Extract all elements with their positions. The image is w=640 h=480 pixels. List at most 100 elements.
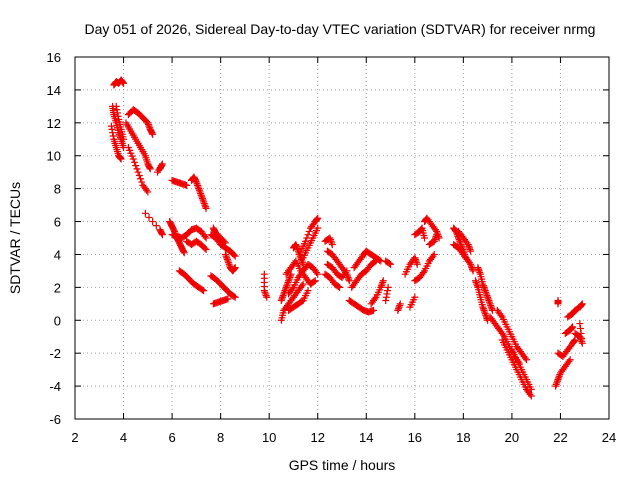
data-point xyxy=(394,305,402,313)
data-point xyxy=(314,270,322,278)
data-point xyxy=(394,306,402,314)
data-point xyxy=(149,130,157,138)
x-tick-label: 10 xyxy=(262,430,276,445)
data-point xyxy=(224,257,232,265)
data-point xyxy=(378,280,386,288)
data-point xyxy=(413,259,421,267)
data-point xyxy=(231,293,239,301)
data-point xyxy=(328,241,336,249)
y-tick-label: 14 xyxy=(47,83,61,98)
data-point xyxy=(476,269,484,277)
data-point xyxy=(294,246,302,254)
data-point xyxy=(134,168,142,176)
data-point xyxy=(114,112,122,120)
data-point xyxy=(148,129,156,137)
data-point xyxy=(345,275,353,283)
data-point xyxy=(376,256,384,264)
data-point xyxy=(382,293,390,301)
data-point xyxy=(488,305,496,313)
x-tick-label: 20 xyxy=(505,430,519,445)
data-point xyxy=(499,331,507,339)
data-point xyxy=(298,282,306,290)
data-point xyxy=(555,374,563,382)
data-point xyxy=(465,244,473,252)
data-point xyxy=(144,120,152,128)
data-point xyxy=(314,224,322,232)
data-point xyxy=(567,325,575,332)
data-point xyxy=(328,239,336,247)
data-points xyxy=(107,76,586,400)
data-point xyxy=(432,232,440,240)
data-point xyxy=(193,180,201,188)
data-point xyxy=(183,181,191,189)
data-point xyxy=(345,277,353,285)
data-point xyxy=(286,272,294,280)
x-tick-label: 12 xyxy=(310,430,324,445)
y-tick-label: 4 xyxy=(54,247,61,262)
data-point xyxy=(475,265,483,273)
data-point xyxy=(109,129,117,137)
data-point xyxy=(326,234,334,242)
data-point xyxy=(569,323,577,331)
data-point xyxy=(196,188,204,196)
data-point xyxy=(279,292,287,300)
data-point xyxy=(313,216,321,224)
data-point xyxy=(482,290,490,298)
data-point xyxy=(221,239,229,247)
data-point xyxy=(552,382,560,390)
data-point xyxy=(286,273,294,281)
data-point xyxy=(474,264,482,272)
data-point xyxy=(475,267,483,275)
data-point xyxy=(283,280,291,288)
data-point xyxy=(480,306,488,314)
data-point xyxy=(521,354,529,362)
y-tick-label: -4 xyxy=(49,379,61,394)
data-point xyxy=(117,155,125,163)
data-point xyxy=(135,171,143,179)
data-point xyxy=(117,154,125,162)
data-point xyxy=(463,255,471,263)
data-point xyxy=(485,297,493,305)
data-point xyxy=(133,165,141,173)
data-point xyxy=(472,278,480,286)
data-point xyxy=(141,209,149,217)
data-point xyxy=(158,229,166,237)
data-point xyxy=(143,186,151,194)
data-point xyxy=(281,287,289,295)
data-point xyxy=(552,380,560,388)
data-point xyxy=(465,242,473,250)
data-point xyxy=(311,277,319,285)
x-tick-label: 4 xyxy=(120,430,127,445)
data-point xyxy=(302,237,310,245)
data-point xyxy=(578,300,586,308)
data-point xyxy=(343,267,351,275)
y-tick-label: 6 xyxy=(54,215,61,230)
x-tick-labels: 2 4 6 8 10 12 14 16 18 20 22 24 xyxy=(71,430,616,445)
data-point xyxy=(371,258,379,266)
data-point xyxy=(225,260,233,268)
data-point xyxy=(152,222,160,230)
data-point xyxy=(482,288,490,296)
data-point xyxy=(565,357,573,365)
data-point xyxy=(230,251,238,259)
data-point xyxy=(576,325,584,332)
data-point xyxy=(431,236,439,244)
data-point xyxy=(262,292,270,300)
data-point xyxy=(433,231,441,239)
data-point xyxy=(310,278,318,286)
data-point xyxy=(200,198,208,206)
data-point xyxy=(464,241,472,249)
data-point xyxy=(431,234,439,242)
data-point xyxy=(566,356,574,364)
grid xyxy=(75,57,609,419)
data-point xyxy=(119,79,127,87)
data-point xyxy=(221,250,229,258)
data-point xyxy=(382,297,390,305)
data-point xyxy=(411,255,419,263)
data-point xyxy=(344,273,352,281)
data-point xyxy=(299,280,307,288)
data-point xyxy=(231,264,239,272)
data-point xyxy=(553,377,561,385)
data-point xyxy=(576,320,584,328)
